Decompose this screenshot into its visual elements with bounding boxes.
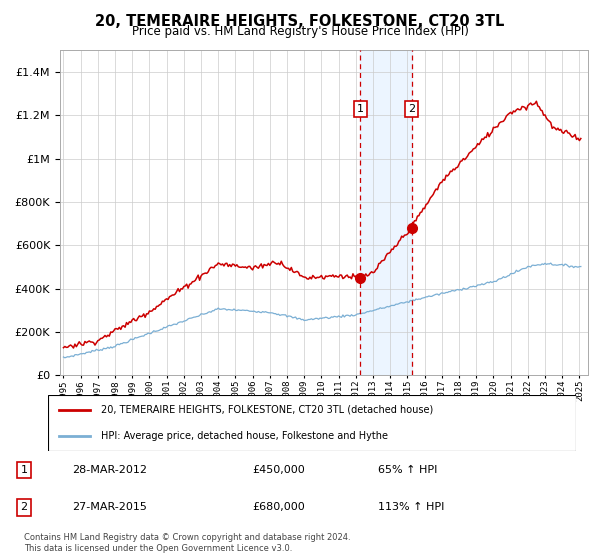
Text: 2: 2	[408, 104, 415, 114]
Text: £680,000: £680,000	[252, 502, 305, 512]
Text: Contains HM Land Registry data © Crown copyright and database right 2024.
This d: Contains HM Land Registry data © Crown c…	[24, 533, 350, 553]
Bar	[360, 50, 412, 375]
Text: 28-MAR-2012: 28-MAR-2012	[72, 465, 147, 475]
Text: £450,000: £450,000	[252, 465, 305, 475]
Text: 65% ↑ HPI: 65% ↑ HPI	[378, 465, 437, 475]
FancyBboxPatch shape	[48, 395, 576, 451]
Text: 1: 1	[20, 465, 28, 475]
Text: 2: 2	[20, 502, 28, 512]
Text: 20, TEMERAIRE HEIGHTS, FOLKESTONE, CT20 3TL (detached house): 20, TEMERAIRE HEIGHTS, FOLKESTONE, CT20 …	[101, 405, 433, 415]
Text: 113% ↑ HPI: 113% ↑ HPI	[378, 502, 445, 512]
Text: 27-MAR-2015: 27-MAR-2015	[72, 502, 147, 512]
Text: Price paid vs. HM Land Registry's House Price Index (HPI): Price paid vs. HM Land Registry's House …	[131, 25, 469, 38]
Text: 1: 1	[356, 104, 364, 114]
Text: HPI: Average price, detached house, Folkestone and Hythe: HPI: Average price, detached house, Folk…	[101, 431, 388, 441]
Text: 20, TEMERAIRE HEIGHTS, FOLKESTONE, CT20 3TL: 20, TEMERAIRE HEIGHTS, FOLKESTONE, CT20 …	[95, 14, 505, 29]
